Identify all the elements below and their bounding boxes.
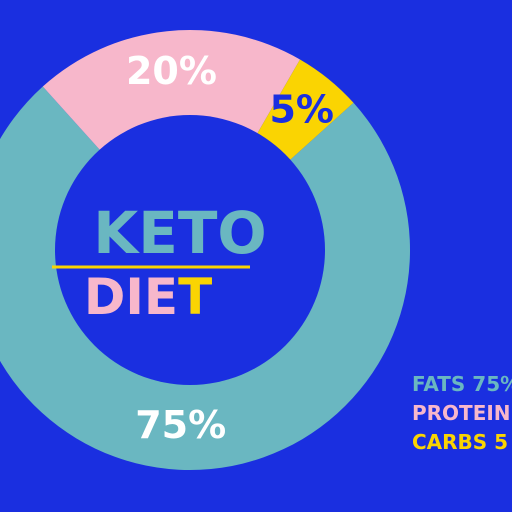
slice-label-carbs: 5% [269,88,334,132]
slice-label-fats: 75% [135,403,226,447]
legend-item-carbs: CARBS 5 [412,430,509,454]
title-diet-die: DIE [84,268,178,326]
slice-label-protein: 20% [126,49,217,93]
legend-item-fats: FATS 75% [412,372,512,396]
title-diet-t: T [178,268,212,326]
slice-labels: 75% 20% 5% [126,49,334,447]
donut-hole [55,115,325,385]
title-keto: KETO [93,199,266,267]
legend-item-protein: PROTEIN [412,401,511,425]
title-diet: DIET [84,268,212,326]
legend: FATS 75% PROTEIN CARBS 5 [412,370,512,457]
